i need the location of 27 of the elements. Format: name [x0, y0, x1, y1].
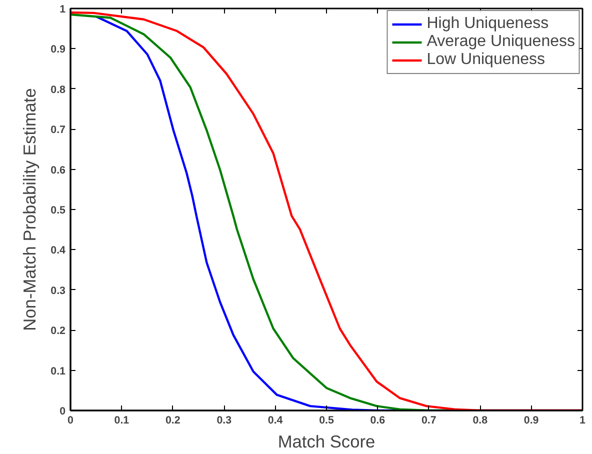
y-tick-label: 1 [60, 4, 66, 16]
y-tick-label: 0.5 [50, 204, 66, 216]
x-tick-label: 0.5 [319, 414, 334, 426]
x-tick-label: 0.6 [370, 414, 386, 426]
x-tick-label: 1 [580, 414, 586, 426]
y-tick-label: 0.7 [50, 124, 66, 136]
x-tick-label: 0.9 [524, 414, 539, 426]
legend-label: Average Uniqueness [426, 33, 575, 51]
x-tick-label: 0 [68, 414, 74, 426]
x-tick-label: 0.7 [421, 414, 436, 426]
x-axis-title: Match Score [278, 432, 376, 452]
y-tick-label: 0.2 [50, 325, 66, 338]
x-tick-label: 0.4 [268, 414, 283, 426]
x-tick-label: 0.2 [165, 414, 180, 426]
y-tick-label: 0 [60, 406, 66, 418]
legend-label: Low Uniqueness [426, 51, 546, 69]
y-tick-label: 0.9 [50, 44, 66, 56]
x-tick-label: 0.8 [472, 414, 488, 426]
y-tick-label: 0.1 [50, 365, 66, 378]
y-tick-label: 0.4 [50, 244, 66, 257]
y-tick-label: 0.6 [50, 164, 66, 176]
legend-label: High Uniqueness [426, 15, 549, 33]
y-tick-label: 0.3 [50, 284, 66, 297]
y-tick-label: 0.8 [50, 84, 66, 96]
x-tick-label: 0.3 [216, 414, 232, 426]
y-axis-title: Non-Match Probability Estimate [20, 88, 40, 331]
x-tick-label: 0.1 [114, 414, 130, 426]
